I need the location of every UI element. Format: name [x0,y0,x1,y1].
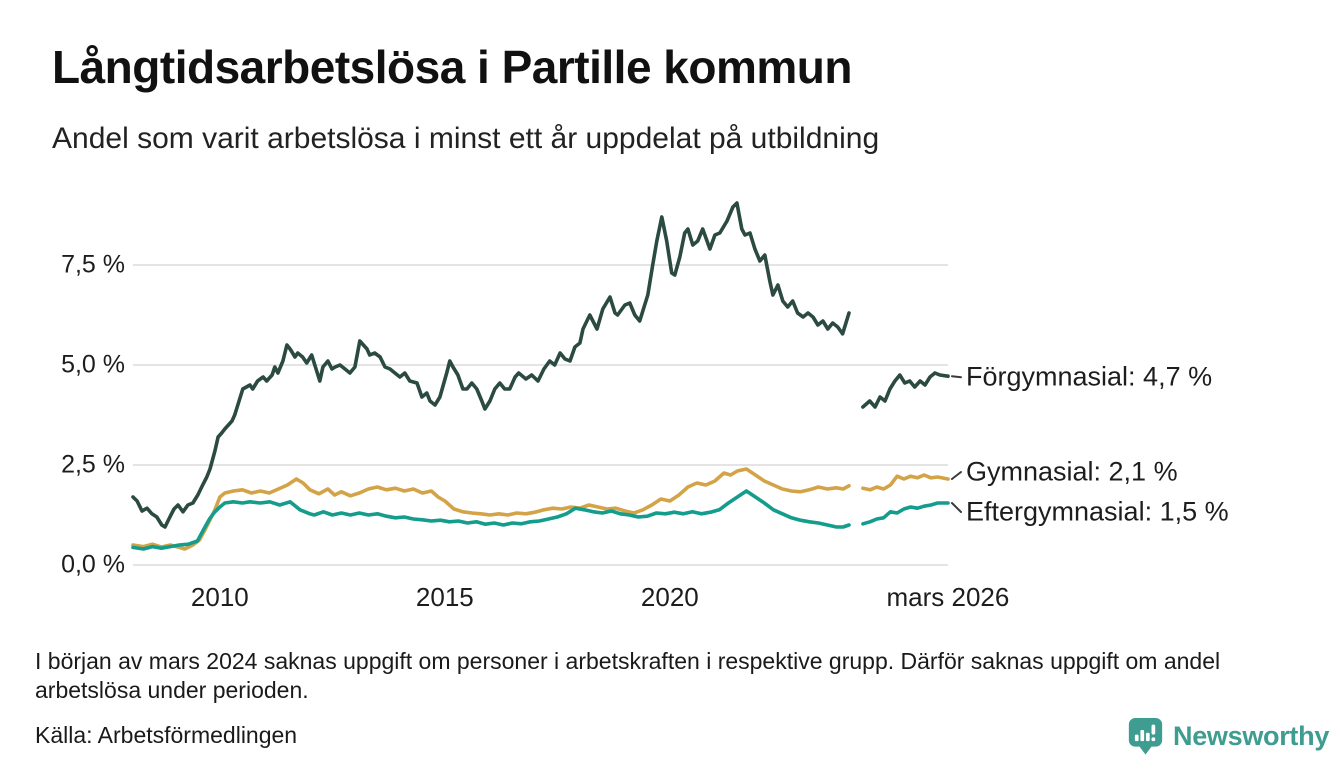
y-tick-label: 0,0 % [61,550,125,579]
series-line-eftergymnasial [131,489,851,551]
y-tick-label: 5,0 % [61,350,125,379]
series-end-label-eftergymnasial: Eftergymnasial: 1,5 % [966,496,1229,527]
footnote-text: I början av mars 2024 saknas uppgift om … [35,648,1221,703]
page-subtitle: Andel som varit arbetslösa i minst ett å… [52,122,880,155]
y-tick-label: 2,5 % [61,450,125,479]
x-tick-label: 2010 [190,582,249,612]
newsworthy-logo: Newsworthy [1127,714,1329,758]
series-end-label-gymnasial: Gymnasial: 2,1 % [966,456,1178,487]
x-tick-label: 2020 [640,582,699,612]
series-line-förgymnasial [861,371,950,409]
source-text: Källa: Arbetsförmedlingen [35,722,298,748]
label-connector [950,502,962,513]
x-tick-label: mars 2026 [886,582,1010,612]
series-line-förgymnasial [131,201,851,529]
page-title: Långtidsarbetslösa i Partille kommun [52,41,852,93]
y-tick-label: 7,5 % [61,250,125,279]
x-tick-label: 2015 [415,582,474,612]
series-end-label-förgymnasial: Förgymnasial: 4,7 % [966,361,1213,392]
label-connector [950,375,962,379]
series-line-gymnasial [131,467,851,551]
newsworthy-wordmark: Newsworthy [1173,720,1330,751]
newsworthy-bubble-chart-icon [1128,717,1163,755]
series-line-eftergymnasial [861,501,950,526]
label-connector [950,471,962,480]
series-line-gymnasial [861,473,950,492]
